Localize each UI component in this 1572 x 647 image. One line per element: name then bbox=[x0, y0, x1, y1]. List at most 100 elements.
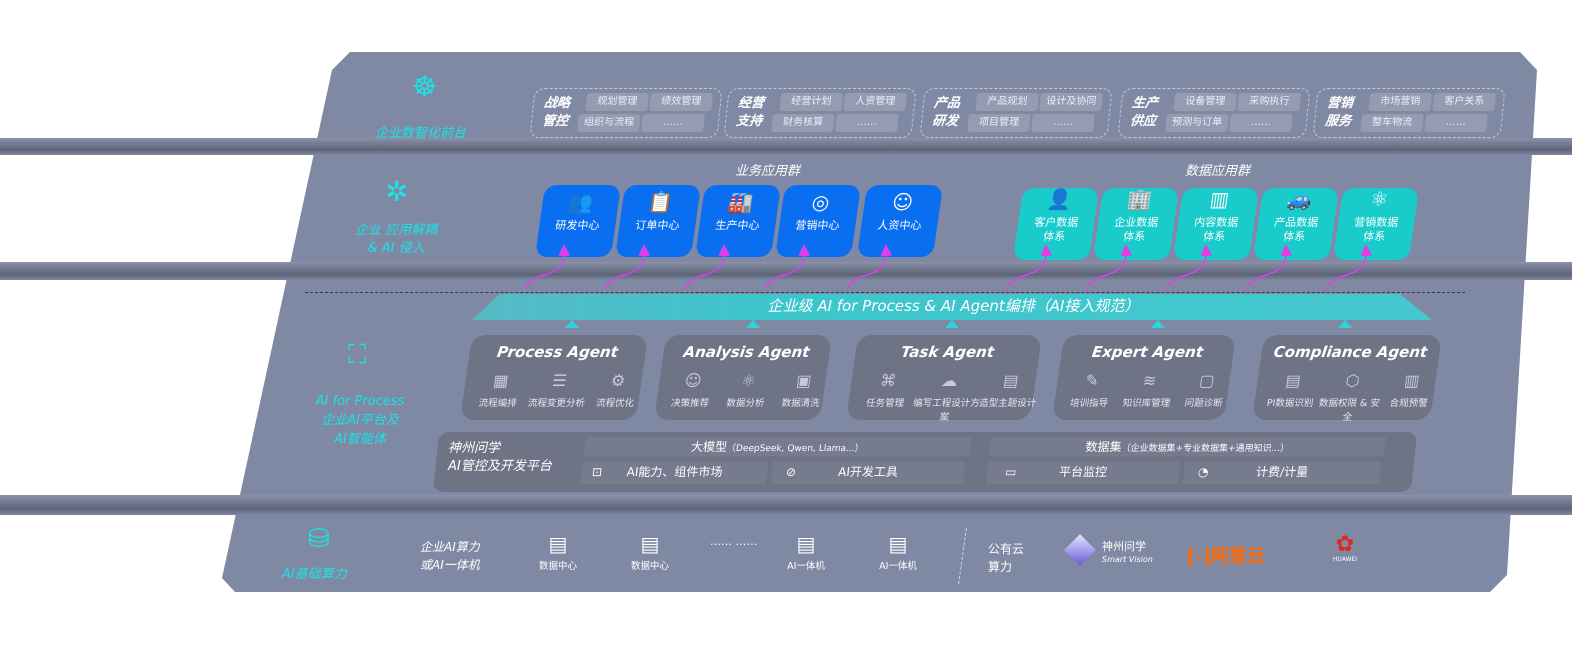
capability-label: 流程变更分析 bbox=[527, 398, 586, 409]
alert-icon: ▥ bbox=[1403, 371, 1421, 390]
connector-arrow bbox=[1085, 244, 1133, 291]
brain-icon: ☸ bbox=[412, 70, 438, 103]
agent-capability[interactable]: ▥ 合规预警 bbox=[1373, 371, 1448, 409]
capability-label: 造型主题设计 bbox=[978, 398, 1037, 409]
agent-card[interactable]: Expert Agent ✎ 培训指导 ≋ 知识库管理 ▢ 问题诊断 bbox=[1052, 335, 1236, 420]
server-label: AI一体机 bbox=[879, 561, 917, 572]
tool-dev[interactable]: ⊘ AI开发工具 bbox=[770, 462, 966, 484]
llm-label: 大模型 bbox=[690, 440, 728, 454]
capability-label: PI数据识别 bbox=[1265, 398, 1315, 409]
agent-card[interactable]: Compliance Agent ▤ PI数据识别 ⬡ 数据权限 & 安全 ▥ 合规预警 bbox=[1252, 335, 1442, 423]
llm-note: （DeepSeek, Qwen, Llama...） bbox=[726, 444, 865, 454]
connector-arrow bbox=[1005, 244, 1053, 291]
dataset-note: （企业数据集+专业数据集+通用知识...） bbox=[1120, 444, 1290, 454]
ai-label-line: AI智能体 bbox=[334, 432, 386, 447]
public-cloud-label: 公有云 bbox=[988, 542, 1025, 556]
agent-name: Process Agent bbox=[495, 343, 620, 361]
agent-card[interactable]: Task Agent ⌘ 任务管理 ☁ 编写工程设计方案 ▤ 造型主题设计 bbox=[846, 335, 1042, 423]
tool-billing[interactable]: ◔ 计费/计量 bbox=[1182, 462, 1382, 484]
agent-name: Compliance Agent bbox=[1272, 343, 1429, 361]
enterprise-compute: 或AI一体机 bbox=[420, 558, 480, 572]
dashed-separator bbox=[305, 292, 1465, 293]
server-label: 数据中心 bbox=[630, 561, 669, 572]
server-item: ▤ 数据中心 bbox=[528, 532, 588, 572]
dataset-bar: 数据集（企业数据集+专业数据集+通用知识...） bbox=[989, 437, 1386, 456]
public-cloud-label: 算力 bbox=[988, 560, 1013, 574]
orchestration-title: 企业级 AI for Process & AI Agent编排（AI接入规范） bbox=[767, 297, 1140, 315]
server-item: ▤ 数据中心 bbox=[620, 532, 680, 572]
up-arrow-icon bbox=[1338, 320, 1352, 328]
face-scan-icon: ⛶ bbox=[348, 340, 367, 370]
capability-label: 合规预警 bbox=[1388, 398, 1429, 409]
server-icon: ▤ bbox=[640, 532, 660, 556]
connector-arrow bbox=[847, 244, 893, 289]
network-node-icon: ✲ bbox=[385, 175, 409, 208]
design-icon: ▤ bbox=[1002, 371, 1020, 390]
server-icon: ▤ bbox=[888, 532, 908, 556]
capability-label: 流程优化 bbox=[595, 398, 635, 409]
diagnose-icon: ▢ bbox=[1198, 371, 1216, 390]
smart-vision-name: 神州问学 bbox=[1102, 540, 1146, 553]
tool-monitor[interactable]: ▭ 平台监控 bbox=[985, 462, 1181, 484]
agent-card[interactable]: Process Agent ▦ 流程编排 ☰ 流程变更分析 ⚙ 流程优化 bbox=[460, 335, 648, 420]
server-label: AI一体机 bbox=[787, 561, 825, 572]
agent-name: Expert Agent bbox=[1090, 343, 1205, 361]
server-label: 数据中心 bbox=[538, 561, 577, 572]
tool-market[interactable]: ⊡ AI能力、组件市场 bbox=[580, 462, 769, 484]
apps-label-line: 企业 应用解耦 bbox=[355, 223, 438, 238]
platform-title: 神州问学 bbox=[448, 441, 501, 456]
agent-capability[interactable]: ⚙ 流程优化 bbox=[579, 371, 654, 409]
server-item: ▤ AI一体机 bbox=[776, 532, 836, 572]
capability-label: 问题诊断 bbox=[1183, 398, 1224, 409]
capability-label: 数据权限 & 安全 bbox=[1318, 398, 1381, 423]
front-layer-label: 企业数智化前台 bbox=[375, 126, 467, 141]
capability-label: 编写工程设计方案 bbox=[912, 398, 981, 423]
connector-arrow bbox=[525, 244, 571, 289]
llm-bar: 大模型（DeepSeek, Qwen, Llama...） bbox=[584, 437, 971, 456]
tool-label: 平台监控 bbox=[1058, 465, 1108, 479]
connector-arrow bbox=[685, 244, 731, 289]
agent-capability[interactable]: ▢ 问题诊断 bbox=[1168, 371, 1243, 409]
ai-label-line: AI for Process bbox=[315, 394, 405, 409]
connector-arrow bbox=[1245, 244, 1293, 291]
connector-arrow bbox=[1165, 244, 1213, 291]
agent-capability[interactable]: ▤ 造型主题设计 bbox=[972, 371, 1047, 409]
connector-arrow bbox=[1325, 244, 1373, 291]
data-apps-title: 数据应用群 bbox=[1185, 164, 1251, 179]
aliyun-logo-icon: [-] bbox=[1187, 546, 1211, 567]
capability-label: 知识库管理 bbox=[1121, 398, 1171, 409]
up-arrow-icon bbox=[746, 320, 760, 328]
server-item: ▤ AI一体机 bbox=[868, 532, 928, 572]
ellipsis: …… …… bbox=[710, 535, 758, 548]
clean-icon: ▣ bbox=[795, 371, 813, 390]
capability-label: 流程编排 bbox=[477, 398, 518, 409]
connector-arrow bbox=[765, 244, 811, 289]
agent-card[interactable]: Analysis Agent ☺ 决策推荐 ⚛ 数据分析 ▣ 数据清洗 bbox=[654, 335, 832, 420]
capability-label: 决策推荐 bbox=[670, 398, 710, 409]
tool-label: 计费/计量 bbox=[1255, 465, 1309, 479]
agent-capability[interactable]: ▣ 数据清洗 bbox=[765, 371, 840, 409]
apps-label-line: & AI 侵入 bbox=[367, 241, 425, 256]
tool-label: AI能力、组件市场 bbox=[625, 465, 724, 479]
orchestration-band bbox=[472, 294, 1432, 320]
up-arrow-icon bbox=[1151, 320, 1165, 328]
smart-vision-en: Smart Vision bbox=[1102, 555, 1153, 564]
enterprise-compute: 企业AI算力 bbox=[420, 540, 480, 554]
capability-label: 任务管理 bbox=[865, 398, 905, 409]
capability-label: 数据分析 bbox=[725, 398, 766, 409]
agent-name: Analysis Agent bbox=[682, 343, 811, 361]
database-icon: ⛁ bbox=[308, 524, 330, 554]
layer-divider bbox=[0, 262, 1572, 280]
optimize-icon: ⚙ bbox=[609, 371, 627, 390]
capability-label: 培训指导 bbox=[1069, 398, 1109, 409]
up-arrow-icon bbox=[565, 320, 579, 328]
layer-divider bbox=[0, 495, 1572, 515]
ai-label-line: 企业AI平台及 bbox=[321, 413, 399, 428]
tool-label: AI开发工具 bbox=[837, 465, 899, 479]
huawei-name: HUAWEI bbox=[1332, 556, 1358, 563]
platform-subtitle: AI管控及开发平台 bbox=[448, 459, 552, 474]
server-icon: ▤ bbox=[796, 532, 816, 556]
layer-divider bbox=[0, 138, 1572, 155]
server-icon: ▤ bbox=[548, 532, 568, 556]
